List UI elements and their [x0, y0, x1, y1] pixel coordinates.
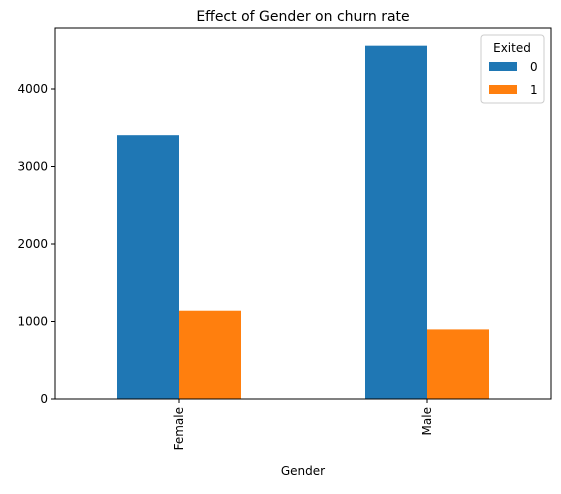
y-tick-label-2000: 2000: [17, 237, 48, 251]
bar-female-exited-1: [179, 310, 241, 399]
legend-title: Exited: [493, 41, 531, 55]
y-axis: 0 1000 2000 3000 4000: [17, 82, 55, 406]
chart-title: Effect of Gender on churn rate: [196, 9, 409, 25]
legend-label-exited-0: 0: [530, 60, 538, 74]
plot-frame: [54, 27, 552, 400]
y-tick-label-4000: 4000: [17, 82, 48, 96]
legend-label-exited-1: 1: [530, 83, 538, 97]
x-tick-label-female: Female: [172, 407, 186, 450]
y-tick-label-3000: 3000: [17, 159, 48, 173]
bar-female-exited-0: [117, 135, 179, 399]
x-axis: Female Male: [172, 399, 434, 450]
legend-swatch-exited-1: [489, 85, 517, 94]
bar-male-exited-1: [427, 329, 489, 399]
bars-group: [117, 45, 489, 400]
y-tick-label-0: 0: [40, 392, 48, 406]
legend-swatch-exited-0: [489, 62, 517, 71]
y-tick-label-1000: 1000: [17, 314, 48, 328]
x-tick-label-male: Male: [420, 407, 434, 435]
legend: Exited 0 1: [480, 34, 545, 104]
x-axis-label: Gender: [281, 464, 325, 478]
bar-male-exited-0: [365, 45, 427, 400]
